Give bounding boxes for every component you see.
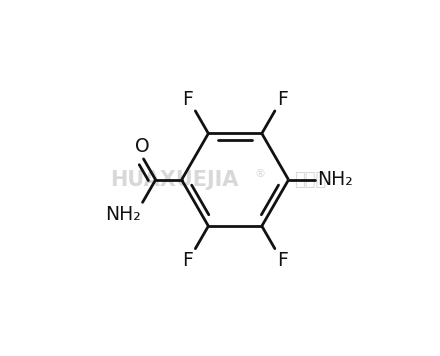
Text: F: F	[182, 251, 193, 270]
Text: F: F	[277, 251, 288, 270]
Text: NH₂: NH₂	[317, 170, 352, 189]
Text: HUAXUEJIA: HUAXUEJIA	[110, 170, 239, 190]
Text: F: F	[182, 90, 193, 109]
Text: 化学加: 化学加	[294, 171, 326, 189]
Text: NH₂: NH₂	[105, 205, 140, 224]
Text: O: O	[135, 137, 150, 156]
Text: ®: ®	[254, 169, 265, 179]
Text: F: F	[277, 90, 288, 109]
